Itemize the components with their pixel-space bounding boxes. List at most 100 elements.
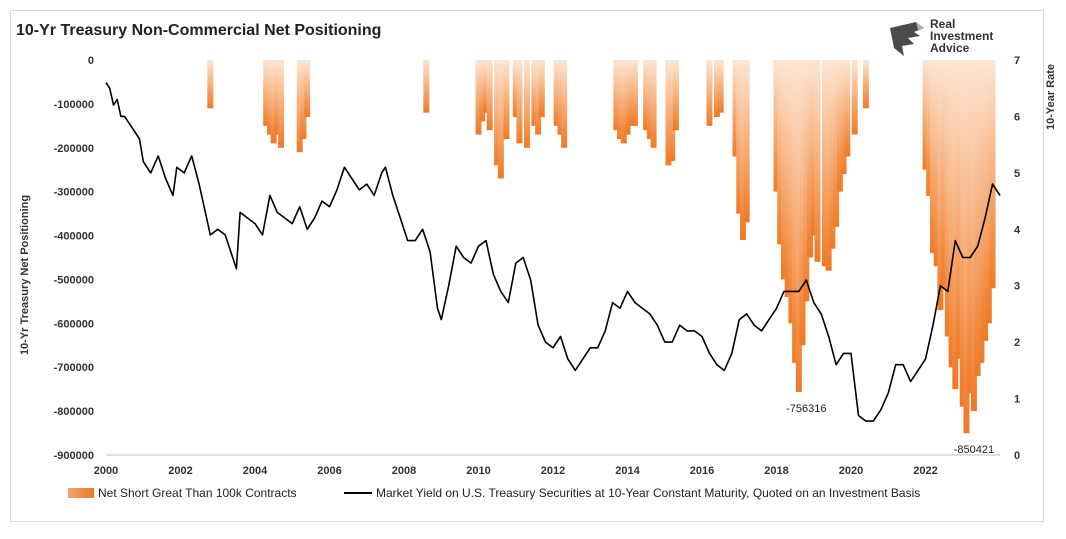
bar: [706, 60, 713, 126]
bar: [631, 60, 638, 126]
bar: [773, 60, 780, 192]
bar: [278, 60, 285, 148]
bar: [944, 60, 951, 337]
bar: [788, 60, 795, 324]
logo-text: Real Investment Advice: [930, 18, 993, 54]
bar: [948, 60, 955, 368]
y-tick-label: 0: [88, 55, 94, 67]
bar: [963, 60, 970, 434]
y2-tick-label: 6: [1014, 111, 1020, 123]
bar: [523, 60, 530, 148]
legend-swatch-bars: [68, 488, 94, 498]
bar: [643, 60, 650, 131]
bar: [535, 60, 542, 135]
x-tick-label: 2016: [690, 465, 714, 477]
legend-label-bars: Net Short Great Than 100k Contracts: [98, 486, 297, 500]
bar: [263, 60, 270, 126]
bar: [669, 60, 676, 161]
bar: [807, 60, 814, 258]
y-axis-label: 10-Yr Treasury Net Positioning: [19, 195, 31, 355]
bar: [844, 60, 851, 157]
bar: [985, 60, 992, 324]
x-tick-label: 2004: [243, 465, 268, 477]
bar: [777, 60, 784, 245]
x-tick-label: 2006: [317, 465, 341, 477]
bar: [952, 60, 959, 390]
bar: [300, 60, 307, 139]
y2-tick-label: 7: [1014, 55, 1020, 67]
logo: Real Investment Advice: [886, 18, 1026, 64]
bar: [978, 60, 985, 363]
bar: [538, 60, 545, 118]
y-tick-label: -200000: [54, 143, 94, 155]
bar: [304, 60, 311, 118]
bar: [672, 60, 679, 131]
bar: [810, 60, 817, 236]
x-tick-label: 2000: [94, 465, 118, 477]
bar: [620, 60, 627, 144]
bar: [613, 60, 620, 131]
bar: [922, 60, 929, 170]
y2-tick-label: 4: [1014, 224, 1021, 236]
bar: [266, 60, 273, 135]
y-tick-label: -600000: [54, 318, 94, 330]
bar: [423, 60, 430, 113]
bar: [780, 60, 787, 280]
bar: [795, 60, 802, 392]
y-tick-label: -800000: [54, 406, 94, 418]
bar: [989, 60, 996, 289]
bar: [933, 60, 940, 267]
bar: [743, 60, 750, 223]
y-tick-label: -400000: [54, 231, 94, 243]
bar: [713, 60, 720, 118]
y-tick-label: -500000: [54, 274, 94, 286]
y2-tick-label: 2: [1014, 337, 1020, 349]
chart-title: 10-Yr Treasury Non-Commercial Net Positi…: [16, 22, 382, 39]
bar: [974, 60, 981, 376]
x-tick-label: 2010: [466, 465, 490, 477]
y2-tick-label: 5: [1014, 168, 1020, 180]
bar: [531, 60, 538, 126]
bar: [207, 60, 214, 109]
bar-series: [207, 60, 996, 434]
bar: [475, 60, 482, 135]
x-tick-label: 2008: [392, 465, 416, 477]
bar: [516, 60, 523, 144]
bar: [561, 60, 568, 148]
y-tick-label: -300000: [54, 187, 94, 199]
bar: [851, 60, 858, 135]
bar: [665, 60, 672, 166]
eagle-logo-icon: [890, 22, 924, 56]
logo-line-1: Real: [930, 17, 956, 31]
yield-line: [105, 82, 1001, 422]
y2-axis-label: 10-Year Rate: [1045, 64, 1057, 130]
bar: [650, 60, 657, 148]
bar: [479, 60, 486, 122]
annotations: -756316 -850421: [786, 403, 994, 456]
bar: [926, 60, 933, 197]
bar: [814, 60, 821, 262]
bar: [803, 60, 810, 302]
bar: [784, 60, 791, 297]
bar: [494, 60, 501, 166]
bar: [840, 60, 847, 175]
x-tick-label: 2022: [913, 465, 937, 477]
logo-line-2: Investment: [930, 29, 994, 43]
bar: [959, 60, 966, 407]
bar: [821, 60, 828, 267]
bar: [557, 60, 564, 135]
x-tick-label: 2012: [541, 465, 565, 477]
bar: [862, 60, 869, 109]
bar: [296, 60, 303, 153]
logo-line-3: Advice: [930, 41, 970, 55]
bar: [929, 60, 936, 254]
y-tick-label: -900000: [54, 450, 94, 462]
y2-tick-label: 0: [1014, 450, 1020, 462]
y2-tick-label: 3: [1014, 281, 1020, 293]
bar: [967, 60, 974, 394]
legend-label-line: Market Yield on U.S. Treasury Securities…: [376, 486, 920, 500]
bar: [553, 60, 560, 126]
bar: [956, 60, 963, 359]
bar: [624, 60, 631, 135]
